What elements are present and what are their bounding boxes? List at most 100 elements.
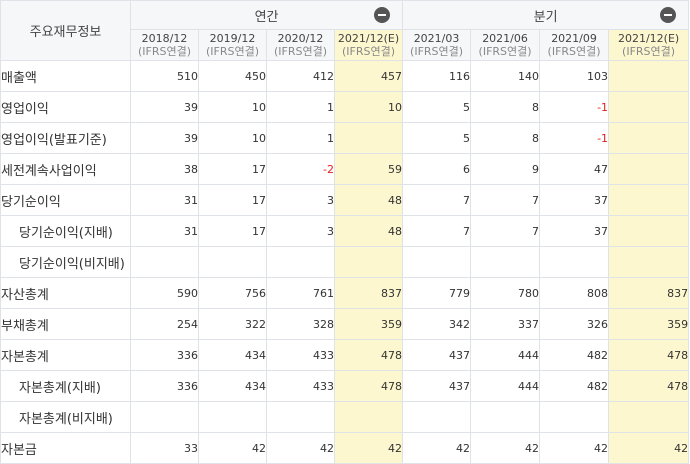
period-date: 2021/09 — [551, 32, 597, 45]
table-cell: 761 — [266, 277, 335, 309]
table-row: 당기순이익 31 17 3 48 7 7 37 — [0, 184, 690, 216]
table-cell: 510 — [130, 60, 199, 92]
table-row: 자본총계(비지배) — [0, 401, 690, 433]
period-basis: (IFRS연결) — [547, 45, 601, 58]
table-cell: 5 — [402, 122, 472, 154]
table-cell: 8 — [470, 91, 541, 123]
table-cell: 359 — [333, 308, 404, 340]
table-row: 자본총계 336 434 433 478 437 444 482 478 — [0, 339, 690, 371]
table-cell: 48 — [333, 184, 404, 216]
table-cell: 31 — [130, 215, 199, 247]
table-cell: 412 — [266, 60, 335, 92]
table-cell: 42 — [470, 432, 541, 464]
period-header: 2021/06 (IFRS연결) — [470, 29, 541, 61]
table-cell — [608, 215, 690, 247]
group-header-annual: 연간 — [129, 0, 404, 30]
table-cell: 780 — [470, 277, 541, 309]
table-cell: 42 — [266, 432, 335, 464]
table-cell — [608, 122, 690, 154]
table-cell: 37 — [539, 215, 610, 247]
table-cell: 10 — [198, 122, 267, 154]
collapse-minus-icon[interactable] — [660, 7, 677, 23]
table-cell: 1 — [266, 122, 335, 154]
row-label: 부채총계 — [0, 308, 131, 340]
table-cell: -1 — [539, 91, 610, 123]
table-cell — [608, 60, 690, 92]
table-cell — [333, 401, 404, 433]
row-label: 자본총계(비지배) — [0, 401, 131, 433]
table-cell: 38 — [130, 153, 199, 185]
table-cell: 444 — [470, 339, 541, 371]
row-label: 자본총계(지배) — [0, 370, 131, 402]
collapse-minus-icon[interactable] — [374, 7, 391, 23]
table-cell: 437 — [402, 339, 472, 371]
table-cell: 7 — [402, 215, 472, 247]
table-cell: 808 — [539, 277, 610, 309]
table-cell: 342 — [402, 308, 472, 340]
period-basis: (IFRS연결) — [205, 45, 260, 58]
table-row: 세전계속사업이익 38 17 -2 59 6 9 47 — [0, 153, 690, 185]
table-cell: 359 — [608, 308, 690, 340]
period-basis: (IFRS연결) — [622, 45, 676, 58]
table-cell: 42 — [539, 432, 610, 464]
table-cell: 478 — [608, 339, 690, 371]
table-cell: 590 — [130, 277, 199, 309]
table-row: 매출액 510 450 412 457 116 140 103 — [0, 60, 690, 92]
table-cell: 48 — [333, 215, 404, 247]
table-cell: 17 — [198, 153, 267, 185]
table-row: 영업이익(발표기준) 39 10 1 5 8 -1 — [0, 122, 690, 154]
table-row: 부채총계 254 322 328 359 342 337 326 359 — [0, 308, 690, 340]
table-cell: 322 — [198, 308, 267, 340]
table-cell — [198, 401, 267, 433]
table-cell — [130, 401, 199, 433]
table-cell: 3 — [266, 215, 335, 247]
row-label: 영업이익 — [0, 91, 131, 123]
table-cell: 336 — [130, 370, 199, 402]
table-row: 당기순이익(지배) 31 17 3 48 7 7 37 — [0, 215, 690, 247]
table-cell: 482 — [539, 370, 610, 402]
table-cell — [130, 246, 199, 278]
table-row: 자본금 33 42 42 42 42 42 42 42 — [0, 432, 690, 464]
period-date: 2021/03 — [413, 32, 460, 45]
period-basis: (IFRS연결) — [342, 45, 396, 58]
period-header: 2021/03 (IFRS연결) — [402, 29, 472, 61]
table-cell: 103 — [539, 60, 610, 92]
table-cell: 37 — [539, 184, 610, 216]
table-cell: 837 — [333, 277, 404, 309]
table-cell — [470, 401, 541, 433]
period-header: 2021/12(E) (IFRS연결) — [608, 29, 690, 61]
period-header: 2021/12(E) (IFRS연결) — [333, 29, 404, 61]
table-row: 당기순이익(비지배) — [0, 246, 690, 278]
table-row: 영업이익 39 10 1 10 5 8 -1 — [0, 91, 690, 123]
table-cell: 8 — [470, 122, 541, 154]
period-header: 2020/12 (IFRS연결) — [266, 29, 335, 61]
period-date: 2018/12 — [141, 32, 188, 45]
table-cell: 42 — [402, 432, 472, 464]
table-cell: 254 — [130, 308, 199, 340]
table-cell: 31 — [130, 184, 199, 216]
period-basis: (IFRS연결) — [410, 45, 464, 58]
period-header: 2019/12 (IFRS연결) — [198, 29, 267, 61]
period-basis: (IFRS연결) — [478, 45, 532, 58]
table-cell: 42 — [198, 432, 267, 464]
table-cell: 756 — [198, 277, 267, 309]
table-cell: 433 — [266, 370, 335, 402]
table-cell: 9 — [470, 153, 541, 185]
table-cell — [333, 246, 404, 278]
table-cell — [608, 401, 690, 433]
table-cell: 33 — [130, 432, 199, 464]
period-basis: (IFRS연결) — [273, 45, 328, 58]
table-cell — [266, 246, 335, 278]
table-cell: 140 — [470, 60, 541, 92]
row-label: 매출액 — [0, 60, 131, 92]
row-label: 당기순이익(비지배) — [0, 246, 131, 278]
table-cell: 450 — [198, 60, 267, 92]
group-header-quarterly: 분기 — [402, 0, 690, 30]
group-label-annual: 연간 — [254, 9, 279, 25]
row-label: 영업이익(발표기준) — [0, 122, 131, 154]
table-cell — [198, 246, 267, 278]
table-cell: 39 — [130, 91, 199, 123]
table-cell: 42 — [608, 432, 690, 464]
table-cell: 478 — [333, 339, 404, 371]
